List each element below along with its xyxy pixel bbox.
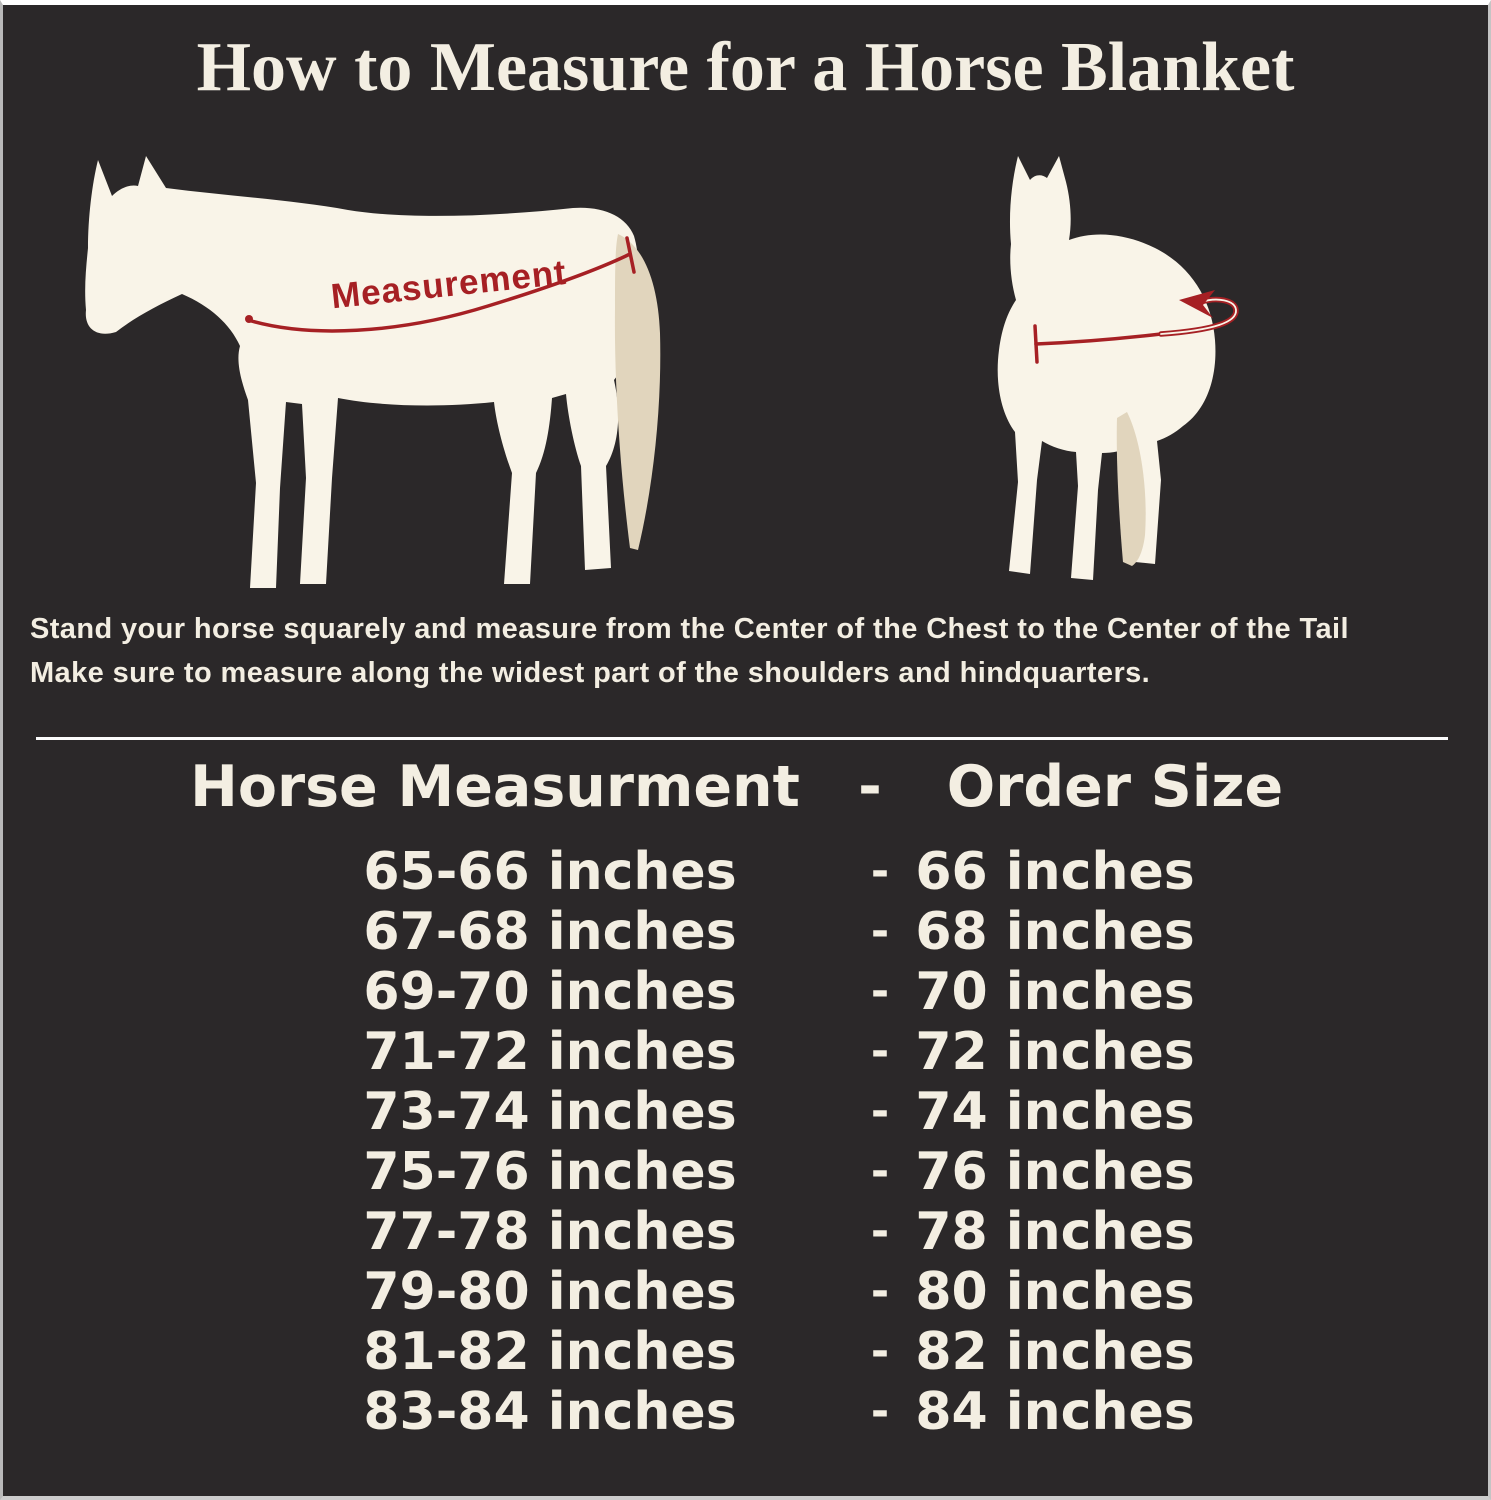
row-separator: - [870, 966, 890, 1017]
row-separator: - [870, 1026, 890, 1077]
horse-measurement-value: 81-82 inches [363, 1322, 737, 1382]
page-title: How to Measure for a Horse Blanket [196, 29, 1295, 106]
horse-measurement-value: 75-76 inches [363, 1142, 737, 1202]
horse-measurement-value: 69-70 inches [363, 962, 737, 1022]
order-size-value: 78 inches [915, 1202, 1195, 1262]
row-separator: - [870, 1266, 890, 1317]
side-horse-silhouette [85, 156, 639, 588]
table-row: 67-68 inches -68 inches [165, 902, 1325, 962]
column-header-order-size: Order Size [946, 754, 1284, 820]
table-row: 71-72 inches -72 inches [165, 1022, 1325, 1082]
horse-measurement-value: 77-78 inches [363, 1202, 737, 1262]
measurement-tail-tick [625, 236, 636, 274]
order-size-value: 66 inches [915, 842, 1195, 902]
measurement-chest-tick [245, 315, 253, 323]
measurement-line [246, 252, 632, 333]
column-header-horse-measurement: Horse Measurment [190, 754, 800, 820]
front-horse-illustration [997, 156, 1239, 580]
row-separator: - [870, 906, 890, 957]
girth-wrap-arrow-icon [1179, 290, 1215, 318]
table-row: 65-66 inches -66 inches [165, 842, 1325, 902]
section-divider [36, 737, 1448, 740]
horse-measurement-value: 71-72 inches [363, 1022, 737, 1082]
row-separator: - [870, 846, 890, 897]
order-size-value: 80 inches [915, 1262, 1195, 1322]
table-row: 83-84 inches -84 inches [165, 1382, 1325, 1442]
order-size-value: 76 inches [915, 1142, 1195, 1202]
row-separator: - [870, 1326, 890, 1377]
girth-line [1034, 332, 1163, 346]
column-header-separator: - [858, 754, 882, 820]
order-size-value: 74 inches [915, 1082, 1195, 1142]
table-row: 69-70 inches -70 inches [165, 962, 1325, 1022]
order-size-value: 68 inches [915, 902, 1195, 962]
horse-measurement-value: 83-84 inches [363, 1382, 737, 1442]
row-separator: - [870, 1206, 890, 1257]
girth-wrap-curl-highlight [1160, 298, 1237, 335]
front-horse-silhouette [997, 156, 1216, 580]
size-table-rows: 65-66 inches -66 inches 67-68 inches -68 in… [165, 842, 1325, 1442]
table-row: 73-74 inches -74 inches [165, 1082, 1325, 1142]
front-horse-tail [1116, 412, 1146, 566]
size-table-header: Horse Measurment - Order Size [165, 754, 1325, 820]
table-row: 79-80 inches -80 inches [165, 1262, 1325, 1322]
side-horse-tail [614, 234, 661, 550]
table-row: 75-76 inches -76 inches [165, 1142, 1325, 1202]
order-size-value: 82 inches [915, 1322, 1195, 1382]
horse-measurement-value: 73-74 inches [363, 1082, 737, 1142]
instructions-line-1: Stand your horse squarely and measure fr… [30, 613, 1349, 645]
horse-measurement-value: 79-80 inches [363, 1262, 737, 1322]
table-row: 77-78 inches -78 inches [165, 1202, 1325, 1262]
row-separator: - [870, 1086, 890, 1137]
row-separator: - [870, 1146, 890, 1197]
instructions: Stand your horse squarely and measure fr… [30, 607, 1349, 695]
order-size-value: 72 inches [915, 1022, 1195, 1082]
table-row: 81-82 inches -82 inches [165, 1322, 1325, 1382]
order-size-value: 70 inches [915, 962, 1195, 1022]
instructions-line-2: Make sure to measure along the widest pa… [30, 657, 1151, 689]
horse-measurement-value: 67-68 inches [363, 902, 737, 962]
row-separator: - [870, 1386, 890, 1437]
order-size-value: 84 inches [915, 1382, 1195, 1442]
horse-measurement-value: 65-66 inches [363, 842, 737, 902]
side-horse-illustration: Measurement [85, 156, 661, 588]
